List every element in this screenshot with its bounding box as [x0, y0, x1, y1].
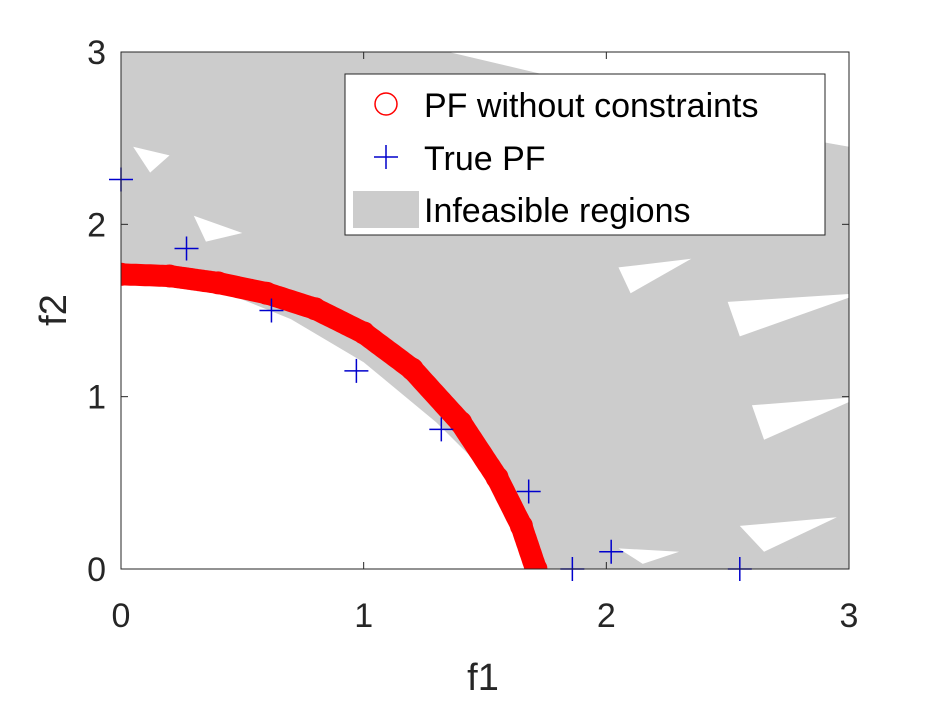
pf-without-constraints-point [303, 297, 327, 321]
legend-label-true-pf: True PF [424, 140, 546, 178]
x-axis-label: f1 [467, 657, 499, 699]
x-tick-label: 0 [112, 597, 131, 635]
plot-frame [120, 51, 850, 570]
feasible-gap [133, 146, 170, 173]
infeasible-lobe [654, 219, 849, 293]
x-tick-label: 1 [354, 597, 373, 635]
legend-label-pf-without-constraints: PF without constraints [424, 87, 758, 125]
legend-marker-true-pf [374, 145, 398, 169]
legend-marker-infeasible-regions [353, 191, 419, 228]
feasible-gap [618, 548, 680, 564]
x-tick-label: 2 [597, 597, 616, 635]
pf-without-constraints-point [206, 271, 230, 295]
y-tick-label: 1 [87, 379, 106, 417]
legend-marker-pf-without-constraints [374, 92, 398, 116]
legend-box [344, 73, 826, 236]
pf-without-constraints-point [352, 321, 376, 345]
axis-ticks: 0 1 2 3 0 1 2 3 [87, 34, 858, 635]
x-tick-label: 3 [840, 597, 859, 635]
infeasible-lobe [727, 324, 849, 397]
y-tick-label: 3 [87, 34, 106, 72]
feasible-gap [739, 517, 837, 552]
y-tick-label: 2 [87, 206, 106, 244]
pf-without-constraints-series [121, 262, 548, 569]
true-pf-point [516, 479, 541, 504]
feasible-gap [193, 215, 243, 242]
pf-without-constraints-point [121, 262, 133, 286]
legend-label-infeasible-regions: Infeasible regions [424, 192, 691, 230]
true-pf-point [259, 298, 284, 323]
pf-without-constraints-point [485, 466, 509, 490]
feasible-gap [727, 294, 849, 337]
infeasible-lobe [715, 429, 849, 518]
pf-without-constraints-point [449, 411, 473, 435]
pf-without-constraints-point [400, 357, 424, 381]
feasible-gap [751, 397, 849, 440]
pf-without-constraints-point [158, 264, 182, 288]
infeasible-lobe [569, 508, 765, 569]
y-axis-label: f2 [33, 294, 75, 326]
true-pf-point [429, 417, 454, 442]
true-pf-point [599, 539, 624, 564]
pf-without-constraints-point [255, 281, 279, 305]
pf-without-constraints-point [524, 557, 548, 569]
legend: PF without constraints True PF Infeasibl… [344, 73, 826, 236]
feasible-gap [618, 258, 692, 294]
true-pf-point [344, 358, 369, 383]
infeasible-lobe [788, 541, 849, 569]
true-pf-point [174, 236, 199, 261]
pf-without-constraints-point [509, 514, 533, 538]
y-tick-label: 0 [87, 551, 106, 589]
